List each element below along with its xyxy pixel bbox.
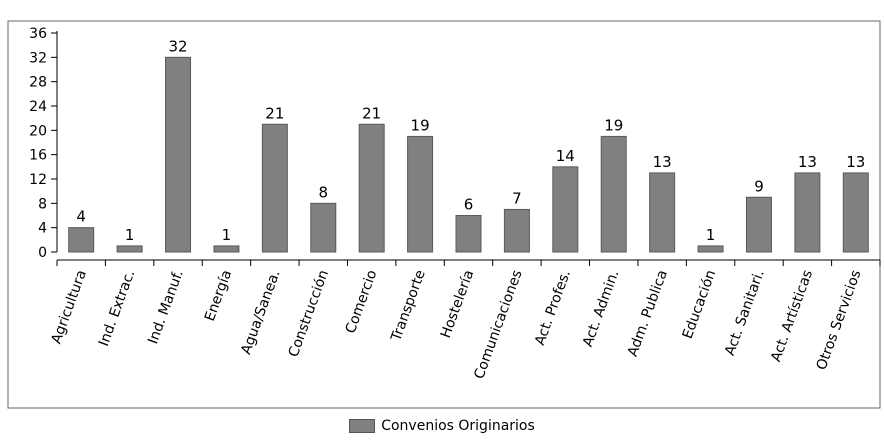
y-axis: 0 4 8 12 16 20 24 28 32 36	[29, 26, 58, 261]
bar	[552, 166, 579, 253]
y-tick-label: 20	[29, 123, 47, 139]
bar-value-label: 14	[556, 147, 575, 165]
x-tick-label: Comunicaciones	[471, 268, 525, 381]
bar	[116, 245, 143, 253]
plot-frame	[7, 20, 881, 409]
bar-value-label: 13	[653, 153, 672, 171]
x-tick-label: Ind. Manuf.	[145, 268, 187, 346]
bar	[745, 196, 772, 253]
x-tick-label: Energía	[202, 268, 235, 323]
y-tick-label: 12	[29, 172, 47, 188]
bar	[455, 215, 482, 253]
bar	[600, 135, 627, 253]
bar	[503, 208, 530, 253]
x-tick-label: Comercio	[343, 268, 381, 336]
x-tick-label: Transporte	[388, 268, 429, 344]
bar-value-label: 21	[362, 104, 381, 122]
bar-series	[68, 56, 869, 253]
bar-value-label: 19	[604, 116, 623, 134]
x-tick-label: Agua/Sanea.	[238, 268, 283, 357]
bar	[407, 135, 434, 253]
bar-value-label: 13	[846, 153, 865, 171]
bar	[310, 202, 337, 253]
bar	[697, 245, 724, 253]
x-tick-label: Act. Sanitari.	[722, 268, 768, 358]
legend-swatch	[349, 419, 376, 433]
bar-value-label: 32	[168, 37, 187, 55]
bar-value-label: 1	[706, 226, 716, 244]
y-tick-label: 24	[29, 99, 47, 115]
y-tick-label: 0	[38, 245, 47, 261]
x-tick-labels: Agricultura Ind. Extrac. Ind. Manuf. Energí…	[48, 268, 864, 381]
y-tick-label: 16	[29, 148, 47, 164]
bar-value-label: 4	[76, 208, 86, 226]
bar-value-label: 13	[798, 153, 817, 171]
bar-value-label: 6	[464, 196, 474, 214]
bar	[649, 172, 676, 253]
bar	[68, 227, 95, 253]
bar	[213, 245, 240, 253]
y-tick-label: 4	[38, 221, 47, 237]
bar-value-label: 21	[265, 104, 284, 122]
bar-value-label: 9	[754, 177, 764, 195]
bar	[261, 123, 288, 253]
x-tick-label: Construcción	[286, 268, 332, 359]
x-tick-label: Adm. Publica	[625, 268, 671, 359]
y-tick-label: 32	[29, 50, 47, 66]
bar	[842, 172, 869, 253]
bar	[165, 56, 192, 253]
y-tick-label: 36	[29, 26, 47, 42]
y-tick-label: 28	[29, 75, 47, 91]
x-tick-label: Act. Profes.	[532, 268, 574, 348]
y-tick-label: 8	[38, 196, 47, 212]
bar-value-label: 1	[125, 226, 135, 244]
bar-value-label: 7	[512, 189, 522, 207]
x-tick-label: Otros Servicios	[814, 268, 865, 372]
x-axis	[56, 259, 881, 266]
x-tick-label: Agricultura	[48, 268, 89, 346]
bar-value-label: 19	[411, 116, 430, 134]
x-tick-label: Act. Artísticas	[768, 268, 816, 364]
bar-value-label: 1	[222, 226, 232, 244]
x-tick-label: Ind. Extrac.	[96, 268, 138, 349]
bar-value-label: 8	[318, 183, 328, 201]
x-tick-label: Educación	[680, 268, 720, 341]
bar	[794, 172, 821, 253]
legend-label: Convenios Originarios	[381, 418, 535, 434]
bar	[358, 123, 385, 253]
x-tick-label: Act. Admin.	[580, 268, 623, 349]
x-tick-label: Hostelería	[438, 268, 477, 340]
legend: Convenios Originarios	[0, 414, 884, 438]
